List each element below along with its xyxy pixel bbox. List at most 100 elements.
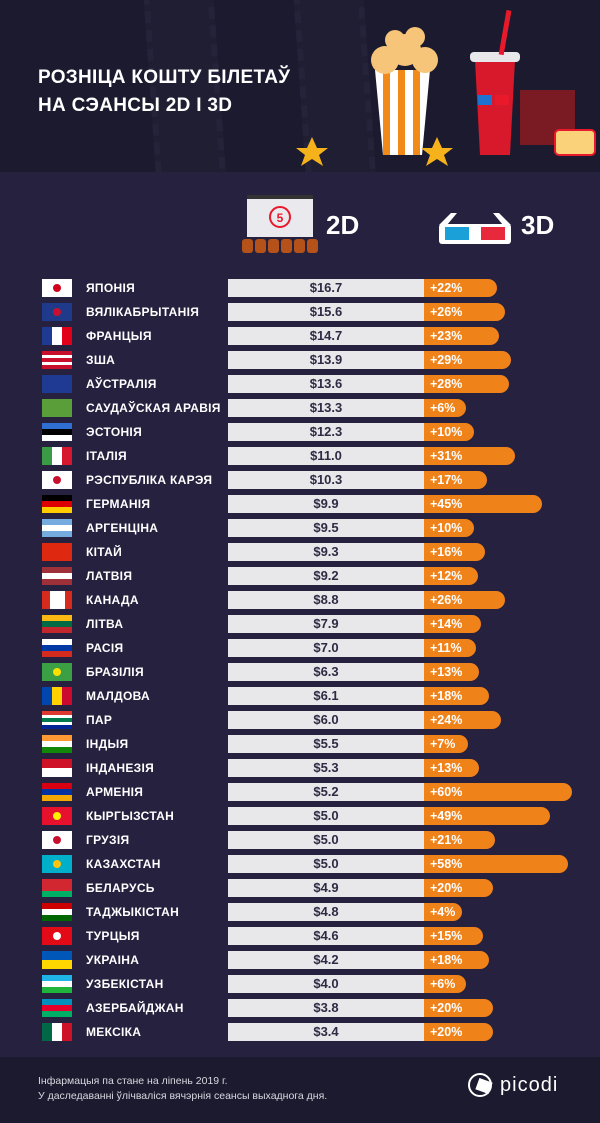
table-row: ТАДЖЫКІСТАН $4.8 +4%	[0, 902, 600, 922]
bar-3d-markup: +20%	[424, 1023, 494, 1041]
country-flag-icon	[42, 975, 72, 993]
bar-2d-price: $13.6	[228, 375, 424, 393]
country-flag-icon	[42, 783, 72, 801]
bar-3d-markup: +6%	[424, 975, 466, 993]
bar-3d-markup: +26%	[424, 303, 505, 321]
country-name: ТУРЦЫЯ	[86, 929, 140, 943]
flag-emblem	[53, 668, 61, 676]
bar-2d-price: $3.8	[228, 999, 424, 1017]
country-flag-icon	[42, 663, 72, 681]
table-row: САУДАЎСКАЯ АРАВІЯ $13.3 +6%	[0, 398, 600, 418]
country-name: ЭСТОНІЯ	[86, 425, 142, 439]
country-flag-icon	[42, 447, 72, 465]
country-flag-icon	[42, 351, 72, 369]
country-name: РЭСПУБЛІКА КАРЭЯ	[86, 473, 213, 487]
country-flag-icon	[42, 903, 72, 921]
bar-3d-markup: +11%	[424, 639, 476, 657]
bar-2d-price: $13.9	[228, 351, 424, 369]
country-name: ПАР	[86, 713, 113, 727]
country-flag-icon	[42, 879, 72, 897]
country-flag-icon	[42, 279, 72, 297]
table-row: ЗША $13.9 +29%	[0, 350, 600, 370]
bar-3d-markup: +45%	[424, 495, 543, 513]
country-name: ЛІТВА	[86, 617, 124, 631]
country-flag-icon	[42, 759, 72, 777]
country-name: ЗША	[86, 353, 116, 367]
country-flag-icon	[42, 687, 72, 705]
country-flag-icon	[42, 807, 72, 825]
country-flag-icon	[42, 567, 72, 585]
bar-2d-price: $9.9	[228, 495, 424, 513]
footnote-method: У даследаванні ўлічваліся вячэрнія сеанс…	[38, 1090, 328, 1102]
country-name: РАСІЯ	[86, 641, 124, 655]
country-name: КАЗАХСТАН	[86, 857, 161, 871]
bar-2d-price: $7.9	[228, 615, 424, 633]
country-name: УКРАІНА	[86, 953, 140, 967]
table-row: КІТАЙ $9.3 +16%	[0, 542, 600, 562]
bar-2d-price: $5.3	[228, 759, 424, 777]
table-row: ІНДАНЕЗІЯ $5.3 +13%	[0, 758, 600, 778]
bar-2d-price: $4.6	[228, 927, 424, 945]
brand-name: picodi	[500, 1073, 559, 1096]
header-banner: РОЗНІЦА КОШТУ БІЛЕТАЎ НА СЭАНСЫ 2D І 3D	[0, 0, 600, 172]
bar-3d-markup: +10%	[424, 423, 474, 441]
country-flag-icon	[42, 327, 72, 345]
flag-emblem	[53, 476, 61, 484]
table-row: ІНДЫЯ $5.5 +7%	[0, 734, 600, 754]
table-row: КЫРГЫЗСТАН $5.0 +49%	[0, 806, 600, 826]
country-name: БЕЛАРУСЬ	[86, 881, 155, 895]
table-row: АРГЕНЦІНА $9.5 +10%	[0, 518, 600, 538]
country-name: ФРАНЦЫЯ	[86, 329, 152, 343]
country-name: ЛАТВІЯ	[86, 569, 133, 583]
bar-2d-price: $10.3	[228, 471, 424, 489]
bar-2d-price: $6.0	[228, 711, 424, 729]
table-row: ЭСТОНІЯ $12.3 +10%	[0, 422, 600, 442]
bar-2d-price: $5.0	[228, 807, 424, 825]
popcorn-and-soda-illustration	[296, 9, 596, 166]
table-row: КАНАДА $8.8 +26%	[0, 590, 600, 610]
country-name: КАНАДА	[86, 593, 139, 607]
table-row: ГЕРМАНІЯ $9.9 +45%	[0, 494, 600, 514]
country-flag-icon	[42, 495, 72, 513]
country-name: МАЛДОВА	[86, 689, 150, 703]
cinema-screen-icon: 5	[242, 195, 318, 253]
table-row: ЛІТВА $7.9 +14%	[0, 614, 600, 634]
country-flag-icon	[42, 735, 72, 753]
table-row: АЗЕРБАЙДЖАН $3.8 +20%	[0, 998, 600, 1018]
table-row: ВЯЛІКАБРЫТАНІЯ $15.6 +26%	[0, 302, 600, 322]
bar-3d-markup: +4%	[424, 903, 462, 921]
bar-3d-markup: +18%	[424, 951, 490, 969]
country-flag-icon	[42, 711, 72, 729]
bar-3d-markup: +10%	[424, 519, 474, 537]
table-row: УКРАІНА $4.2 +18%	[0, 950, 600, 970]
bar-3d-markup: +29%	[424, 351, 511, 369]
bar-3d-markup: +60%	[424, 783, 572, 801]
table-row: ГРУЗІЯ $5.0 +21%	[0, 830, 600, 850]
bar-2d-price: $4.0	[228, 975, 424, 993]
bar-2d-price: $13.3	[228, 399, 424, 417]
country-name: ІНДАНЕЗІЯ	[86, 761, 155, 775]
table-row: КАЗАХСТАН $5.0 +58%	[0, 854, 600, 874]
table-row: БРАЗІЛІЯ $6.3 +13%	[0, 662, 600, 682]
bar-3d-markup: +12%	[424, 567, 478, 585]
bar-2d-price: $9.2	[228, 567, 424, 585]
country-flag-icon	[42, 471, 72, 489]
country-flag-icon	[42, 615, 72, 633]
bar-3d-markup: +21%	[424, 831, 496, 849]
bar-3d-markup: +13%	[424, 663, 480, 681]
country-name: ГЕРМАНІЯ	[86, 497, 151, 511]
bar-2d-price: $9.5	[228, 519, 424, 537]
legend-3d-label: 3D	[521, 210, 555, 240]
country-name: АРГЕНЦІНА	[86, 521, 159, 535]
bar-3d-markup: +58%	[424, 855, 568, 873]
bar-2d-price: $8.8	[228, 591, 424, 609]
3d-glasses-icon	[439, 213, 511, 244]
bar-3d-markup: +15%	[424, 927, 484, 945]
picodi-logo: picodi	[468, 1070, 558, 1100]
table-row: ЛАТВІЯ $9.2 +12%	[0, 566, 600, 586]
country-name: ЯПОНІЯ	[86, 281, 136, 295]
bar-3d-markup: +49%	[424, 807, 551, 825]
bar-3d-markup: +22%	[424, 279, 498, 297]
country-name: ІНДЫЯ	[86, 737, 129, 751]
country-name: ГРУЗІЯ	[86, 833, 130, 847]
